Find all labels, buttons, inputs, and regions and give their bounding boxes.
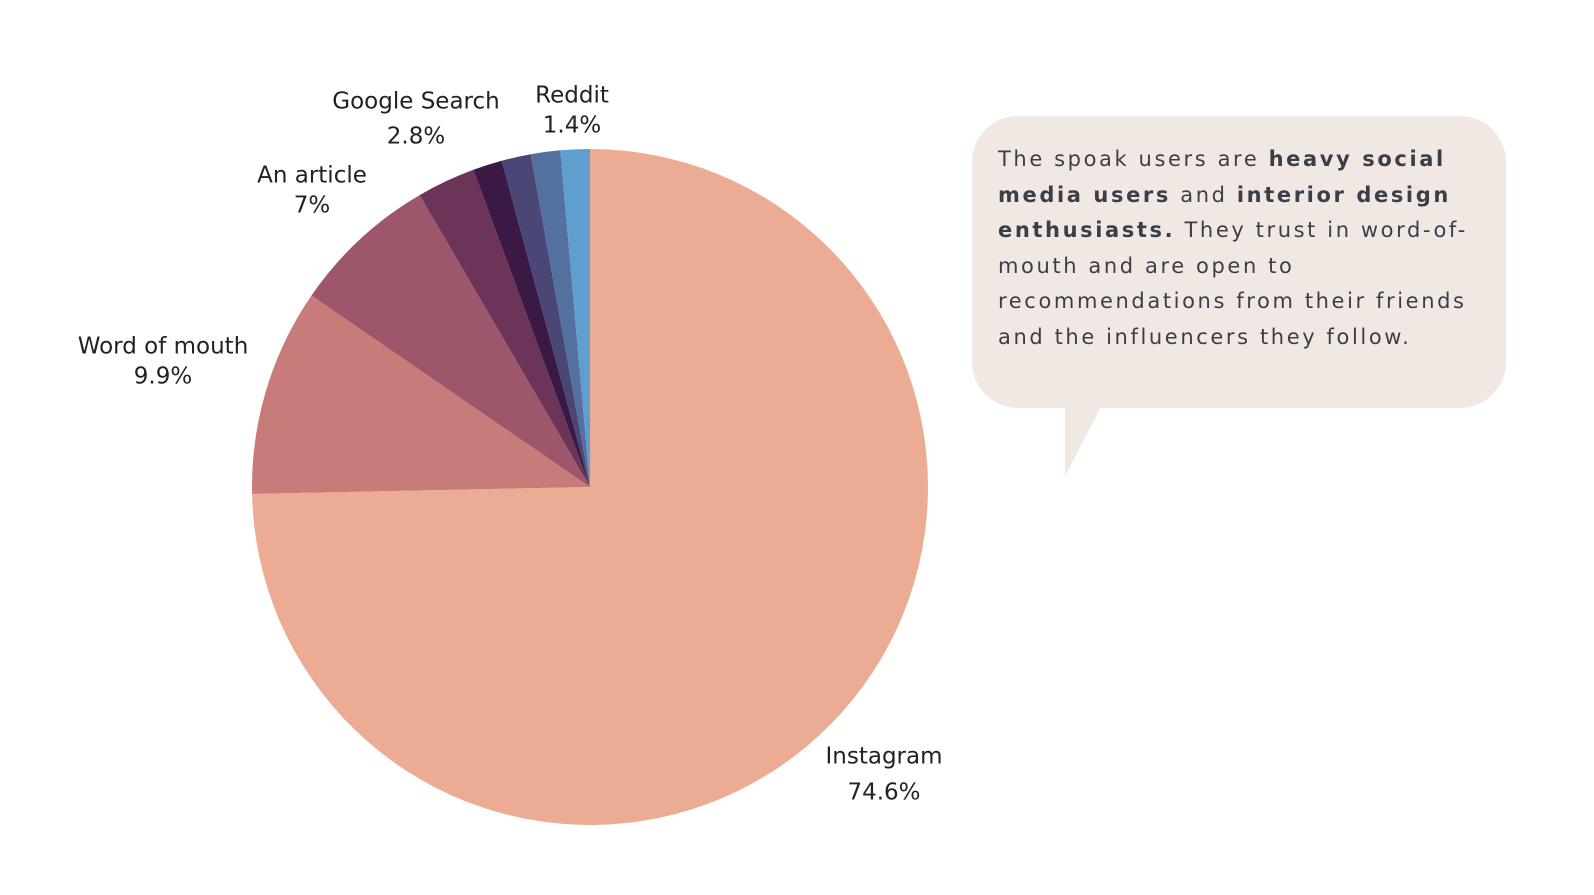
slice-label: Reddit: [535, 83, 609, 109]
callout-bold-text: interior design enthusiasts.: [998, 182, 1451, 243]
pie-slice: [560, 149, 590, 487]
slice-value-label: 1.4%: [543, 113, 601, 139]
pie-slice: [473, 160, 590, 487]
pie-slice: [530, 150, 590, 488]
slice-label: An article: [257, 163, 367, 189]
slice-label: Google Search: [332, 89, 499, 115]
pie-slice: [252, 149, 929, 825]
pie-slice: [419, 169, 590, 487]
pie-slice: [501, 154, 590, 488]
slice-value-label: 7%: [294, 193, 331, 219]
callout-text: and: [1171, 182, 1237, 207]
pie-slice: [311, 195, 590, 487]
callout-text: They trust in word-of-mouth and are open…: [998, 218, 1468, 349]
callout-bold-text: heavy social media users: [998, 147, 1446, 207]
slice-value-label: 9.9%: [134, 364, 192, 390]
callout-text: The spoak users are: [998, 147, 1269, 171]
slice-label: Instagram: [825, 744, 942, 770]
callout: The spoak users are heavy social media u…: [972, 116, 1506, 408]
pie-slice: [252, 295, 590, 494]
callout-tail: [1065, 405, 1102, 476]
slice-value-label: 74.6%: [847, 780, 920, 806]
slice-value-label: 2.8%: [387, 124, 445, 150]
slice-label: Word of mouth: [78, 334, 249, 360]
